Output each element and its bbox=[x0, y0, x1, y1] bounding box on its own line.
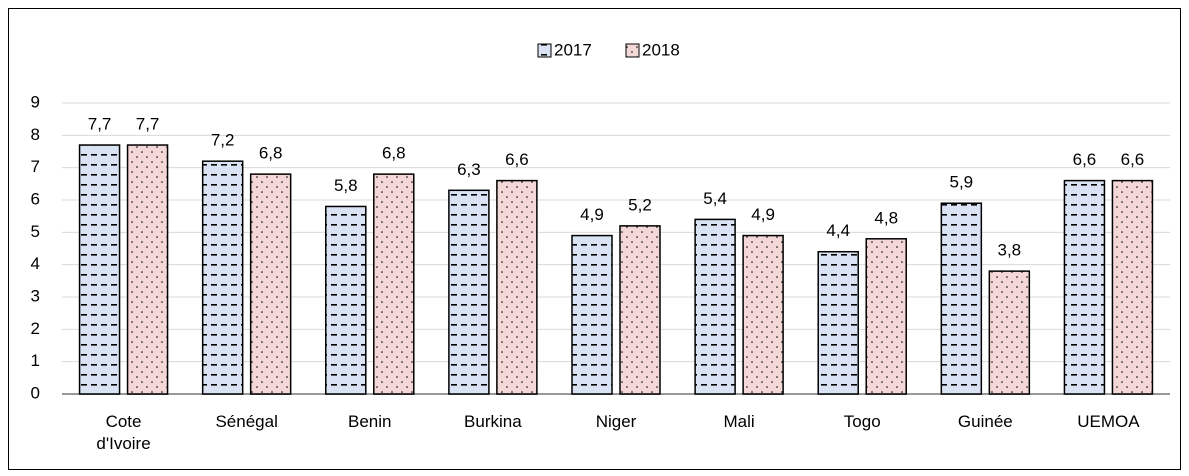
y-tick-label: 9 bbox=[31, 92, 40, 111]
bar bbox=[694, 218, 736, 395]
value-label: 6,6 bbox=[1073, 150, 1097, 169]
value-label: 5,8 bbox=[334, 176, 358, 195]
value-label: 6,6 bbox=[1121, 150, 1145, 169]
value-label: 4,8 bbox=[874, 208, 898, 227]
bar bbox=[619, 225, 661, 395]
y-tick-label: 2 bbox=[31, 319, 40, 338]
y-tick-label: 1 bbox=[31, 351, 40, 370]
y-tick-label: 4 bbox=[31, 254, 40, 273]
bar bbox=[742, 234, 784, 395]
x-tick-label: Guinée bbox=[957, 412, 1013, 431]
legend-swatch bbox=[625, 43, 640, 58]
x-tick-label: Togo bbox=[843, 412, 881, 431]
value-label: 4,4 bbox=[826, 221, 850, 240]
value-label: 5,9 bbox=[950, 173, 974, 192]
bar bbox=[940, 202, 983, 395]
value-label: 6,6 bbox=[505, 150, 529, 169]
bar bbox=[126, 144, 169, 395]
x-tick-label: Burkina bbox=[464, 412, 522, 431]
value-label: 6,3 bbox=[457, 160, 481, 179]
legend-label: 2017 bbox=[554, 40, 592, 59]
bar bbox=[78, 144, 121, 395]
bar bbox=[496, 179, 538, 395]
bar bbox=[988, 270, 1031, 395]
value-label: 7,2 bbox=[211, 131, 235, 150]
y-tick-label: 6 bbox=[31, 189, 40, 208]
x-tick-label: Cote d'Ivoire bbox=[96, 412, 151, 453]
value-label: 3,8 bbox=[998, 241, 1022, 260]
value-label: 5,4 bbox=[703, 189, 727, 208]
bar bbox=[817, 250, 859, 395]
bar bbox=[201, 160, 244, 395]
bar bbox=[1063, 179, 1106, 395]
legend-label: 2018 bbox=[642, 40, 680, 59]
x-tick-label: Niger bbox=[595, 412, 637, 431]
x-tick-label: Benin bbox=[348, 412, 392, 431]
y-tick-label: 5 bbox=[31, 222, 40, 241]
bar bbox=[373, 173, 415, 395]
value-label: 6,8 bbox=[259, 144, 283, 163]
bar bbox=[448, 189, 490, 395]
bar bbox=[571, 234, 613, 395]
value-label: 4,9 bbox=[580, 205, 604, 224]
value-label: 7,7 bbox=[136, 115, 160, 134]
bar bbox=[325, 205, 367, 395]
y-tick-label: 7 bbox=[31, 157, 40, 176]
x-tick-label: Sénégal bbox=[215, 412, 278, 431]
value-label: 6,8 bbox=[382, 144, 406, 163]
value-label: 4,9 bbox=[751, 205, 775, 224]
y-tick-label: 3 bbox=[31, 286, 40, 305]
x-tick-label: Mali bbox=[723, 412, 755, 431]
bar bbox=[1111, 179, 1154, 395]
legend-swatch bbox=[537, 43, 552, 58]
y-tick-label: 8 bbox=[31, 125, 40, 144]
value-label: 5,2 bbox=[628, 195, 652, 214]
x-tick-label: UEMOA bbox=[1077, 412, 1140, 431]
bar bbox=[865, 238, 907, 395]
value-label: 7,7 bbox=[88, 115, 112, 134]
bar bbox=[249, 173, 292, 395]
y-tick-label: 0 bbox=[31, 383, 40, 402]
